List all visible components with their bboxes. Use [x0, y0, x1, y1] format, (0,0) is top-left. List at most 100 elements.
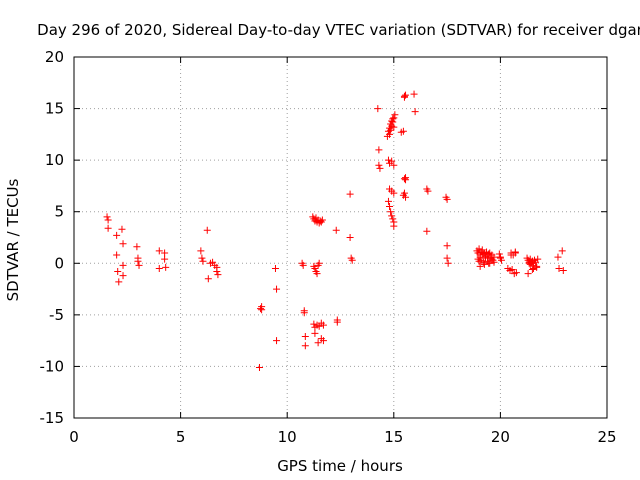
data-point [113, 251, 121, 259]
x-tick-label: 5 [176, 428, 186, 446]
data-point [386, 203, 394, 211]
data-point [531, 256, 539, 264]
data-point [485, 250, 493, 258]
data-point [258, 303, 266, 311]
data-point [203, 226, 211, 234]
data-point [104, 216, 112, 224]
data-point [317, 335, 325, 343]
data-point [346, 190, 354, 198]
data-point [402, 91, 410, 99]
data-point [390, 161, 398, 169]
data-point [299, 261, 307, 269]
data-point [443, 195, 451, 203]
data-point [400, 175, 408, 183]
data-point [374, 105, 382, 113]
data-point [411, 108, 419, 116]
plot-frame [73, 56, 608, 419]
grid-lines [74, 57, 607, 418]
data-point [555, 264, 563, 272]
data-point [273, 285, 281, 293]
data-point [115, 278, 123, 286]
data-point [390, 114, 398, 122]
data-point [402, 174, 410, 182]
data-point [333, 318, 341, 326]
data-point [384, 197, 392, 205]
data-point [103, 213, 111, 221]
x-tick-label: 25 [597, 428, 616, 446]
data-point [384, 156, 392, 164]
data-point [114, 268, 122, 276]
data-point [133, 243, 141, 251]
data-point [507, 251, 515, 259]
data-point [199, 257, 207, 265]
data-point [134, 257, 142, 265]
data-point [162, 263, 170, 271]
data-point [480, 260, 488, 268]
data-point [314, 339, 322, 347]
data-point [119, 240, 127, 248]
data-point [524, 270, 532, 278]
y-tick-label: 15 [45, 100, 64, 118]
data-point [346, 234, 354, 241]
data-point [155, 247, 163, 255]
data-point [443, 242, 451, 250]
data-point [390, 189, 398, 197]
data-point [161, 249, 169, 257]
data-point [197, 247, 205, 255]
data-point [391, 111, 399, 119]
data-point [104, 224, 112, 232]
data-points [103, 90, 567, 371]
x-tick-label: 0 [69, 428, 79, 446]
data-point [529, 264, 537, 272]
data-point [525, 259, 533, 267]
x-tick-label: 20 [491, 428, 510, 446]
data-point [424, 187, 432, 195]
data-point [315, 259, 323, 267]
data-point [135, 261, 143, 269]
data-point [387, 208, 395, 216]
data-point [273, 337, 281, 345]
data-point [319, 321, 327, 329]
data-point [400, 189, 408, 197]
data-point [400, 92, 408, 100]
y-axis-label: SDTVAR / TECUs [4, 178, 22, 301]
axes [73, 56, 608, 419]
data-point [559, 267, 567, 275]
data-point [155, 264, 163, 272]
data-point [558, 247, 566, 255]
data-point [508, 265, 516, 273]
data-point [388, 212, 396, 220]
data-point [388, 157, 396, 165]
data-point [410, 90, 418, 98]
data-point [390, 222, 398, 230]
chart-title: Day 296 of 2020, Sidereal Day-to-day VTE… [37, 21, 640, 39]
data-point [214, 271, 222, 279]
data-point [118, 225, 126, 233]
data-point [495, 250, 503, 258]
data-point [554, 253, 562, 261]
y-tick-label: -10 [40, 357, 65, 375]
data-point [318, 216, 326, 224]
data-point [271, 264, 279, 272]
data-point [311, 329, 319, 337]
data-point [511, 249, 519, 257]
data-point [213, 268, 221, 276]
data-point [301, 342, 309, 350]
x-tick-label: 10 [278, 428, 297, 446]
data-point [402, 193, 410, 201]
y-tick-label: 0 [54, 254, 64, 272]
data-point [423, 227, 431, 235]
y-tick-label: -15 [40, 409, 65, 427]
tick-labels: 0 5 10 15 20 25 -15 -10 -5 0 5 10 15 20 [40, 48, 617, 446]
data-point [348, 256, 356, 264]
data-point [444, 259, 452, 267]
data-point [389, 215, 397, 223]
data-point [161, 255, 169, 263]
data-point [528, 265, 536, 273]
data-point [534, 255, 542, 263]
y-tick-label: -5 [49, 306, 64, 324]
data-point [485, 259, 493, 267]
data-point [310, 320, 318, 328]
data-point [255, 363, 263, 371]
data-point [512, 269, 520, 277]
